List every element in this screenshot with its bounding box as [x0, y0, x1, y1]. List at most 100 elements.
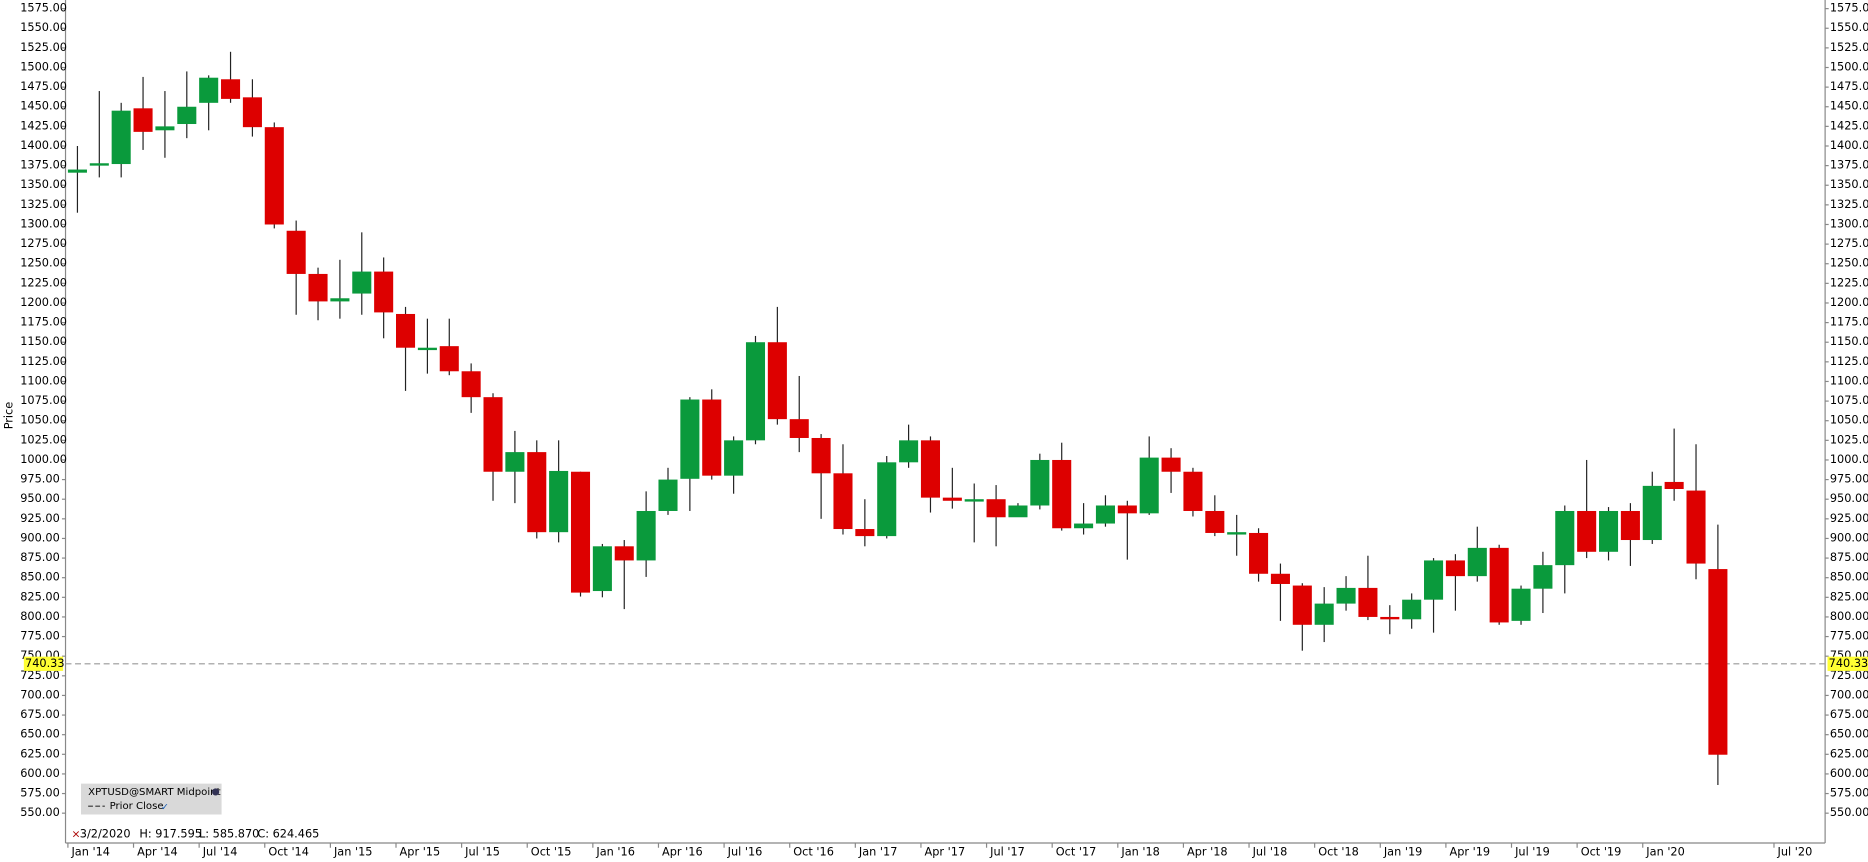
- candle-body: [680, 399, 700, 479]
- x-tick-label: Apr '14: [137, 846, 178, 859]
- y-tick-label: 725.00: [20, 669, 60, 682]
- x-tick-label: Jan '14: [70, 846, 110, 859]
- y-tick-label: 1325.00: [1830, 198, 1868, 211]
- candle-body: [330, 298, 350, 302]
- y-tick-label: 1275.00: [20, 237, 67, 250]
- y-tick-label: 850.00: [20, 571, 60, 584]
- y-tick-label: 1400.00: [1830, 139, 1868, 152]
- y-tick-label: 1575.00: [20, 2, 67, 15]
- x-tick-label: Jul '16: [727, 846, 763, 859]
- y-tick-label: 575.00: [20, 787, 60, 800]
- candle-body: [767, 342, 787, 420]
- candle-body: [1008, 505, 1028, 518]
- candle-body: [308, 273, 328, 302]
- candle-body: [1052, 459, 1072, 529]
- candle-body: [1577, 510, 1597, 552]
- x-tick-label: Oct '15: [531, 846, 572, 859]
- candle-body: [702, 399, 722, 476]
- y-tick-label: 950.00: [1830, 492, 1868, 505]
- candle-body: [67, 169, 87, 173]
- prior-close-box: [23, 656, 64, 671]
- x-tick-label: Oct '14: [268, 846, 309, 859]
- y-tick-label: 850.00: [1830, 571, 1868, 584]
- candle-body: [1598, 510, 1619, 552]
- x-tick-label: Jan '16: [595, 846, 635, 859]
- legend-icon: [212, 788, 220, 796]
- y-tick-label: 1250.00: [1830, 257, 1868, 270]
- y-tick-label: 925.00: [1830, 512, 1868, 525]
- close-icon[interactable]: ×: [71, 828, 80, 841]
- x-tick-label: Jul '18: [1252, 846, 1288, 859]
- x-tick-label: Oct '18: [1318, 846, 1359, 859]
- candle-body: [964, 499, 984, 502]
- x-tick-label: Jul '15: [464, 846, 500, 859]
- y-tick-label: 775.00: [1830, 630, 1868, 643]
- candle-body: [264, 127, 284, 225]
- y-tick-label: 1225.00: [20, 276, 67, 289]
- y-tick-label: 675.00: [20, 708, 60, 721]
- candle-body: [1555, 510, 1575, 566]
- y-tick-label: 825.00: [20, 590, 60, 603]
- y-tick-label: 1475.00: [20, 80, 67, 93]
- y-tick-label: 1450.00: [20, 100, 67, 113]
- y-axis-label: Price: [3, 402, 16, 430]
- y-tick-label: 1475.00: [1830, 80, 1868, 93]
- legend-check: ✓: [161, 802, 169, 813]
- y-tick-label: 625.00: [1830, 747, 1868, 760]
- y-tick-label: 650.00: [20, 728, 60, 741]
- candle-body: [1270, 573, 1290, 584]
- candle-body: [1205, 510, 1225, 533]
- candle-body: [920, 440, 941, 498]
- candle-body: [1686, 490, 1706, 564]
- y-tick-label: 1575.00: [1830, 2, 1868, 15]
- y-tick-label: 1325.00: [20, 198, 67, 211]
- y-tick-label: 600.00: [1830, 767, 1868, 780]
- x-tick-label: Apr '18: [1187, 846, 1228, 859]
- y-tick-label: 1025.00: [1830, 433, 1868, 446]
- candle-body: [221, 79, 241, 99]
- candle-body: [855, 529, 875, 537]
- candle-body: [1467, 547, 1487, 577]
- y-tick-label: 1350.00: [1830, 178, 1868, 191]
- candle-body: [155, 126, 175, 131]
- candle-body: [1074, 523, 1094, 529]
- y-tick-label: 1000.00: [1830, 453, 1868, 466]
- y-tick-label: 1050.00: [1830, 414, 1868, 427]
- y-tick-label: 1100.00: [1830, 374, 1868, 387]
- y-tick-label: 1100.00: [20, 374, 67, 387]
- candle-body: [352, 271, 372, 294]
- candle-body: [745, 342, 766, 441]
- candle-body: [461, 371, 481, 398]
- y-tick-label: 1250.00: [20, 257, 67, 270]
- y-tick-label: 1375.00: [1830, 159, 1868, 172]
- candle-body: [417, 347, 437, 351]
- candle-body: [614, 546, 634, 561]
- candle-body: [1424, 560, 1444, 600]
- candle-body: [1183, 471, 1203, 511]
- y-tick-label: 1025.00: [20, 433, 67, 446]
- y-tick-label: 700.00: [1830, 688, 1868, 701]
- y-tick-label: 975.00: [1830, 473, 1868, 486]
- candle-body: [527, 452, 547, 533]
- y-tick-label: 1225.00: [1830, 276, 1868, 289]
- x-tick-label: Oct '19: [1581, 846, 1622, 859]
- y-tick-label: 1425.00: [1830, 119, 1868, 132]
- candle-body: [1708, 569, 1728, 755]
- candle-body: [899, 440, 919, 463]
- y-tick-label: 950.00: [20, 492, 60, 505]
- y-tick-label: 1150.00: [20, 335, 67, 348]
- y-tick-label: 1200.00: [20, 296, 67, 309]
- y-tick-label: 1075.00: [20, 394, 67, 407]
- y-tick-label: 925.00: [20, 512, 60, 525]
- x-tick-label: Jan '20: [1645, 846, 1685, 859]
- candle-body: [89, 163, 109, 166]
- y-tick-label: 1300.00: [1830, 217, 1868, 230]
- candle-body: [1664, 481, 1684, 490]
- y-tick-label: 1075.00: [1830, 394, 1868, 407]
- candle-body: [1402, 599, 1422, 620]
- candle-body: [242, 97, 262, 128]
- prior-close-box: [1827, 656, 1868, 671]
- candle-body: [1620, 510, 1640, 541]
- y-tick-label: 1450.00: [1830, 100, 1868, 113]
- info-label: H: 917.595: [139, 828, 202, 841]
